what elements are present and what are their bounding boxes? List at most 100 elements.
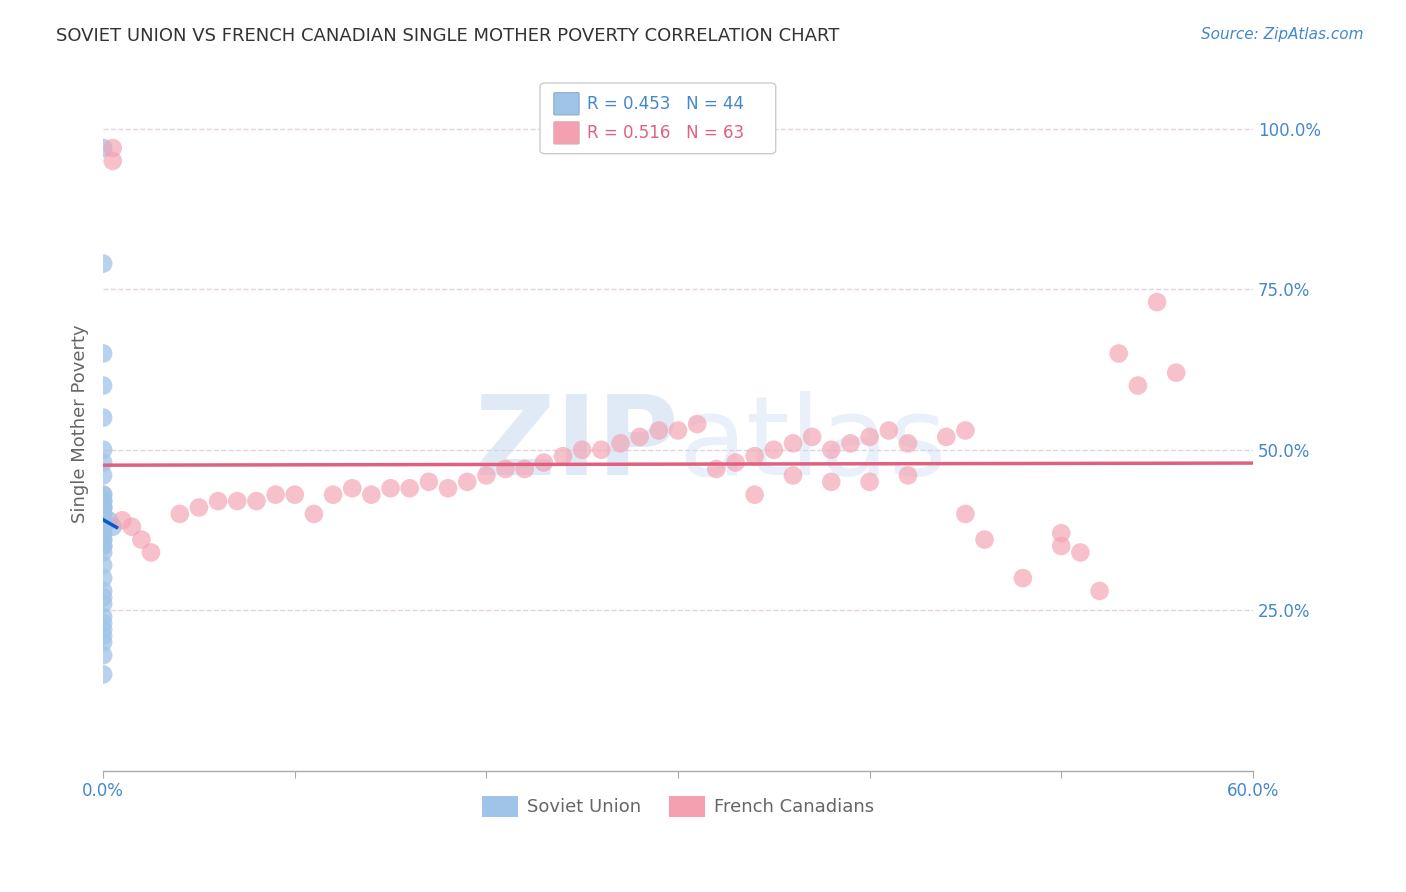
- Point: [245, 494, 267, 508]
- Point: [302, 507, 325, 521]
- Point: [1088, 584, 1111, 599]
- Point: [1050, 539, 1073, 553]
- Point: [91, 507, 114, 521]
- Point: [91, 513, 114, 527]
- FancyBboxPatch shape: [554, 122, 579, 144]
- Point: [91, 597, 114, 611]
- Point: [437, 481, 460, 495]
- Point: [91, 488, 114, 502]
- Point: [1146, 295, 1168, 310]
- Point: [101, 141, 124, 155]
- Point: [724, 456, 747, 470]
- Point: [858, 430, 880, 444]
- Point: [342, 481, 364, 495]
- Point: [139, 545, 162, 559]
- Point: [91, 500, 114, 515]
- Point: [1050, 526, 1073, 541]
- Text: ZIP: ZIP: [475, 392, 678, 499]
- Text: R = 0.453   N = 44: R = 0.453 N = 44: [588, 95, 744, 112]
- Point: [551, 449, 574, 463]
- Point: [609, 436, 631, 450]
- Point: [91, 468, 114, 483]
- Point: [398, 481, 420, 495]
- Point: [495, 462, 517, 476]
- Point: [666, 424, 689, 438]
- Legend: Soviet Union, French Canadians: Soviet Union, French Canadians: [475, 789, 882, 824]
- Point: [820, 475, 842, 489]
- Point: [360, 488, 382, 502]
- Point: [91, 545, 114, 559]
- Point: [955, 424, 977, 438]
- Point: [91, 513, 114, 527]
- Point: [91, 500, 114, 515]
- Point: [820, 442, 842, 457]
- Point: [91, 635, 114, 649]
- Point: [91, 141, 114, 155]
- Point: [782, 436, 804, 450]
- Point: [686, 417, 709, 431]
- Point: [91, 558, 114, 573]
- Point: [91, 584, 114, 599]
- Point: [91, 533, 114, 547]
- Point: [131, 533, 153, 547]
- Point: [1126, 378, 1149, 392]
- Point: [91, 507, 114, 521]
- Point: [533, 456, 555, 470]
- Point: [264, 488, 287, 502]
- Point: [955, 507, 977, 521]
- Point: [91, 648, 114, 662]
- Point: [628, 430, 651, 444]
- Point: [97, 513, 120, 527]
- Point: [704, 462, 727, 476]
- Point: [91, 539, 114, 553]
- Point: [1012, 571, 1035, 585]
- Point: [801, 430, 824, 444]
- Point: [187, 500, 209, 515]
- Point: [169, 507, 191, 521]
- Point: [762, 442, 785, 457]
- Point: [513, 462, 536, 476]
- Point: [91, 442, 114, 457]
- Point: [1069, 545, 1091, 559]
- Text: R = 0.516   N = 63: R = 0.516 N = 63: [588, 124, 744, 142]
- Point: [91, 591, 114, 605]
- Point: [226, 494, 249, 508]
- Point: [91, 378, 114, 392]
- Point: [91, 520, 114, 534]
- Point: [91, 629, 114, 643]
- Point: [91, 539, 114, 553]
- Point: [91, 410, 114, 425]
- Point: [456, 475, 478, 489]
- Text: Source: ZipAtlas.com: Source: ZipAtlas.com: [1201, 27, 1364, 42]
- Point: [91, 667, 114, 681]
- Point: [935, 430, 957, 444]
- Point: [648, 424, 671, 438]
- Point: [91, 615, 114, 630]
- Point: [1166, 366, 1188, 380]
- Point: [91, 533, 114, 547]
- Point: [91, 346, 114, 360]
- Point: [207, 494, 229, 508]
- Point: [91, 494, 114, 508]
- Point: [91, 623, 114, 637]
- Point: [973, 533, 995, 547]
- Point: [591, 442, 613, 457]
- Point: [91, 571, 114, 585]
- Point: [91, 494, 114, 508]
- Point: [91, 609, 114, 624]
- Point: [322, 488, 344, 502]
- Y-axis label: Single Mother Poverty: Single Mother Poverty: [72, 325, 89, 524]
- Point: [111, 513, 134, 527]
- Point: [91, 526, 114, 541]
- Point: [744, 449, 766, 463]
- Text: atlas: atlas: [678, 392, 946, 499]
- Point: [380, 481, 402, 495]
- Point: [897, 468, 920, 483]
- Point: [91, 456, 114, 470]
- Point: [1108, 346, 1130, 360]
- Point: [571, 442, 593, 457]
- Point: [101, 520, 124, 534]
- Point: [91, 507, 114, 521]
- Point: [877, 424, 900, 438]
- Point: [839, 436, 862, 450]
